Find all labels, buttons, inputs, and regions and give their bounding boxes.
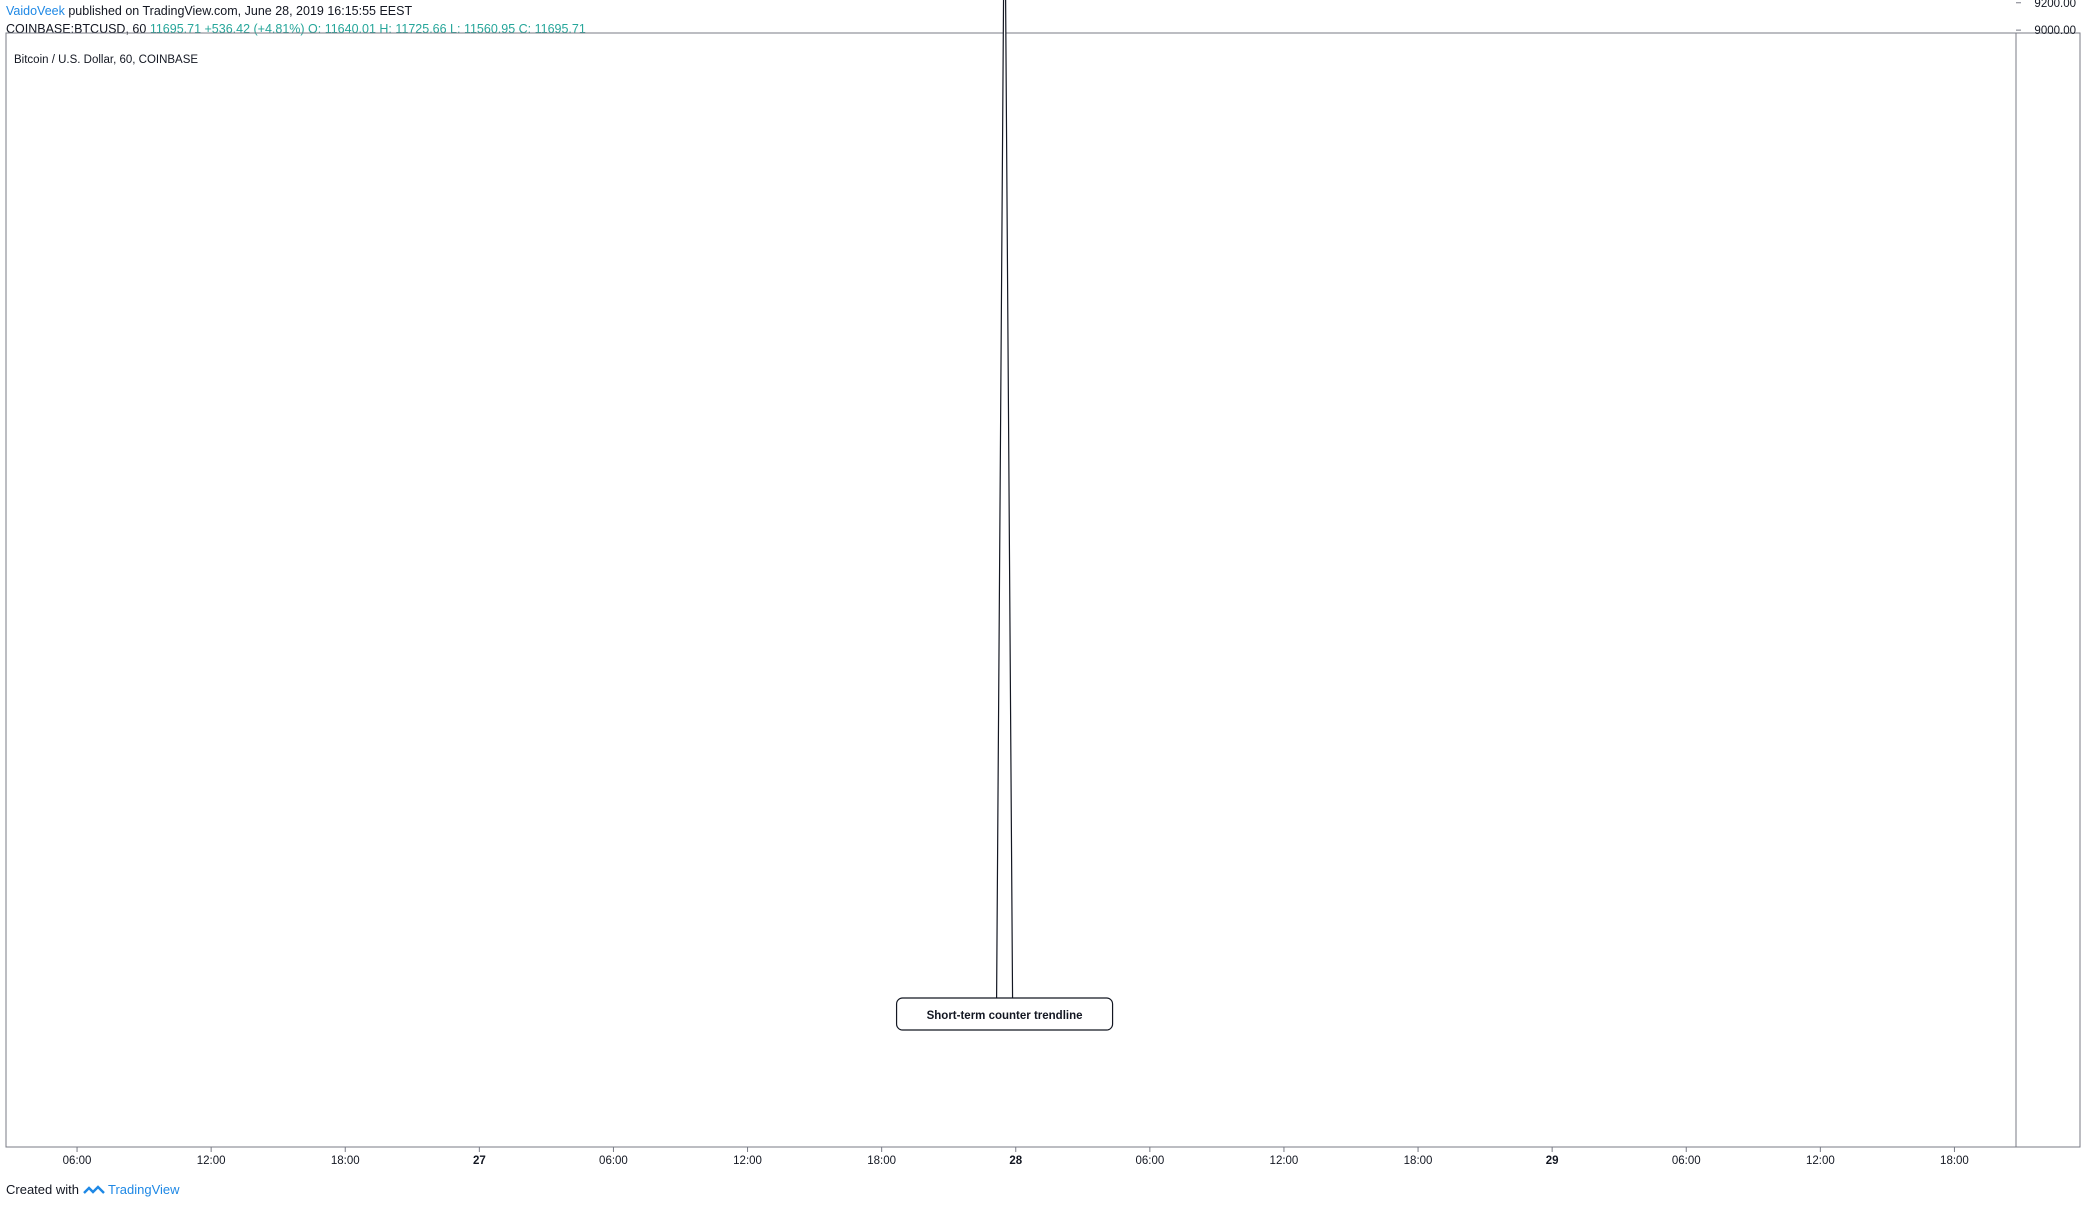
x-tick-label: 06:00 bbox=[599, 1155, 628, 1167]
callout-box bbox=[895, 997, 1114, 1031]
created-with-text: Created with bbox=[6, 1182, 79, 1197]
x-tick-label: 12:00 bbox=[733, 1155, 762, 1167]
x-tick-label: 06:00 bbox=[63, 1155, 92, 1167]
x-tick-label: 12:00 bbox=[197, 1155, 226, 1167]
x-tick-label: 18:00 bbox=[331, 1155, 360, 1167]
x-tick-label: 18:00 bbox=[867, 1155, 896, 1167]
x-tick-label: 28 bbox=[1009, 1155, 1022, 1167]
candlestick-chart[interactable]: Bitcoin / U.S. Dollar, 60, COINBASEResis… bbox=[0, 0, 2085, 1175]
x-tick-label: 12:00 bbox=[1806, 1155, 1835, 1167]
x-tick-label: 06:00 bbox=[1135, 1155, 1164, 1167]
chart-frame bbox=[5, 32, 2081, 1148]
x-tick-label: 29 bbox=[1546, 1155, 1559, 1167]
y-tick-label: 9000.00 bbox=[2034, 25, 2076, 37]
footer: Created with TradingView bbox=[6, 1182, 180, 1198]
callout-text: Short-term counter trendline bbox=[927, 1010, 1083, 1022]
tradingview-logo-icon bbox=[82, 1184, 105, 1194]
callout-pointer bbox=[995, 0, 1014, 1001]
publish-text: published on TradingView.com, June 28, 2… bbox=[68, 4, 413, 18]
x-tick-label: 18:00 bbox=[1940, 1155, 1969, 1167]
y-tick-label: 9200.00 bbox=[2034, 0, 2076, 10]
tradingview-brand[interactable]: TradingView bbox=[108, 1182, 180, 1197]
publish-info: VaidoVeek published on TradingView.com, … bbox=[6, 4, 412, 18]
x-tick-label: 18:00 bbox=[1404, 1155, 1433, 1167]
author-link[interactable]: VaidoVeek bbox=[6, 4, 65, 18]
chart-title: Bitcoin / U.S. Dollar, 60, COINBASE bbox=[14, 54, 198, 66]
x-tick-label: 06:00 bbox=[1672, 1155, 1701, 1167]
x-tick-label: 27 bbox=[473, 1155, 486, 1167]
x-tick-label: 12:00 bbox=[1270, 1155, 1299, 1167]
